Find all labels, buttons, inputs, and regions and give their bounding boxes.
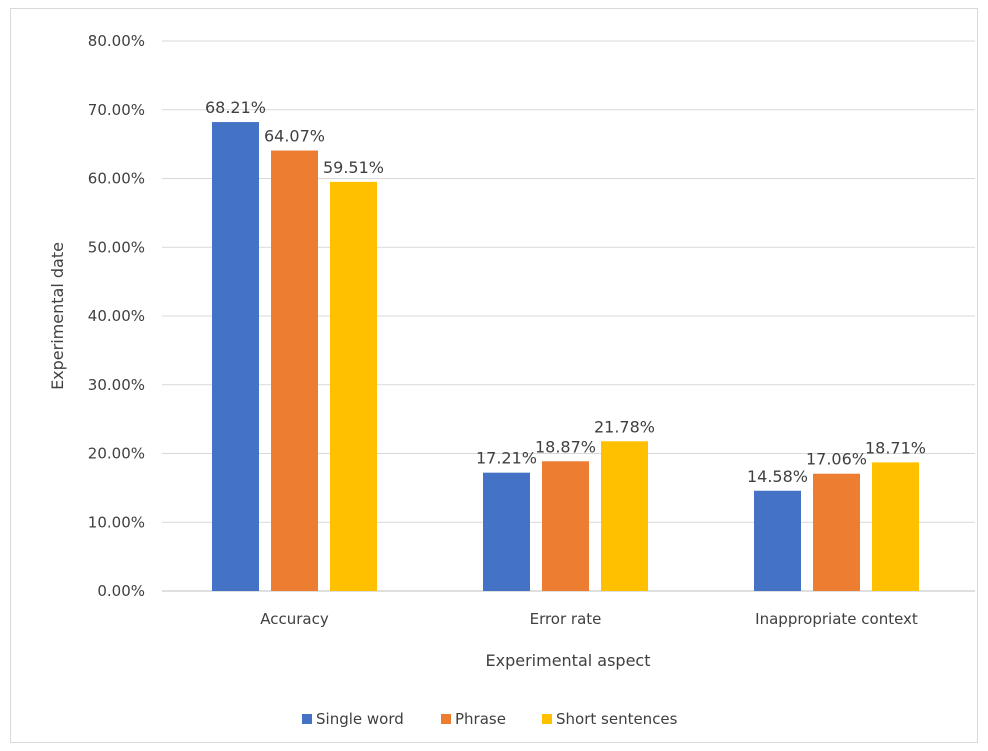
y-tick-label: 80.00% <box>88 32 145 50</box>
data-label: 59.51% <box>323 158 384 177</box>
x-category-label: Inappropriate context <box>755 610 918 628</box>
y-tick-label: 40.00% <box>88 307 145 325</box>
data-labels: 68.21% 64.07% 59.51% 17.21%18.87%21.78% 14.5… <box>205 98 926 486</box>
y-tick-label: 70.00% <box>88 101 145 119</box>
bar <box>483 472 530 591</box>
y-tick-label: 10.00% <box>88 513 145 531</box>
legend-swatch <box>302 714 312 724</box>
chart-frame <box>10 8 978 743</box>
bars <box>212 122 919 592</box>
y-tick-label: 50.00% <box>88 238 145 256</box>
legend-swatch <box>441 714 451 724</box>
data-label: 18.87% <box>535 437 596 456</box>
legend-swatch <box>542 714 552 724</box>
data-label: 18.71% <box>865 438 926 457</box>
y-tick-label: 0.00% <box>97 582 145 600</box>
y-axis-title: Experimental date <box>48 242 67 390</box>
data-label: 14.58% <box>747 467 808 486</box>
legend-label: Single word <box>316 710 404 728</box>
bar <box>271 150 318 592</box>
bar <box>754 490 801 591</box>
data-label: 17.06% <box>806 450 867 469</box>
y-tick-label: 20.00% <box>88 445 145 463</box>
x-axis-categories: Accuracy Error rate Inappropriate context <box>260 610 918 628</box>
y-tick-label: 30.00% <box>88 376 145 394</box>
x-category-label: Accuracy <box>260 610 329 628</box>
bar <box>542 461 589 591</box>
y-tick-label: 60.00% <box>88 170 145 188</box>
data-label: 17.21% <box>476 449 537 468</box>
legend-label: Short sentences <box>556 710 678 728</box>
data-label: 64.07% <box>264 127 325 146</box>
data-label: 68.21% <box>205 98 266 117</box>
bar <box>212 122 259 592</box>
bar <box>330 181 377 591</box>
bar <box>601 441 648 591</box>
data-label: 21.78% <box>594 417 655 436</box>
y-axis-ticks: 0.00% 10.00% 20.00% 30.00% 40.00% 50.00% 60.00… <box>88 32 145 600</box>
bar <box>813 473 860 591</box>
x-axis-title: Experimental aspect <box>486 651 651 670</box>
x-category-label: Error rate <box>530 610 602 628</box>
legend: Single word Phrase Short sentences <box>302 710 678 728</box>
bar <box>872 462 919 591</box>
legend-label: Phrase <box>455 710 506 728</box>
